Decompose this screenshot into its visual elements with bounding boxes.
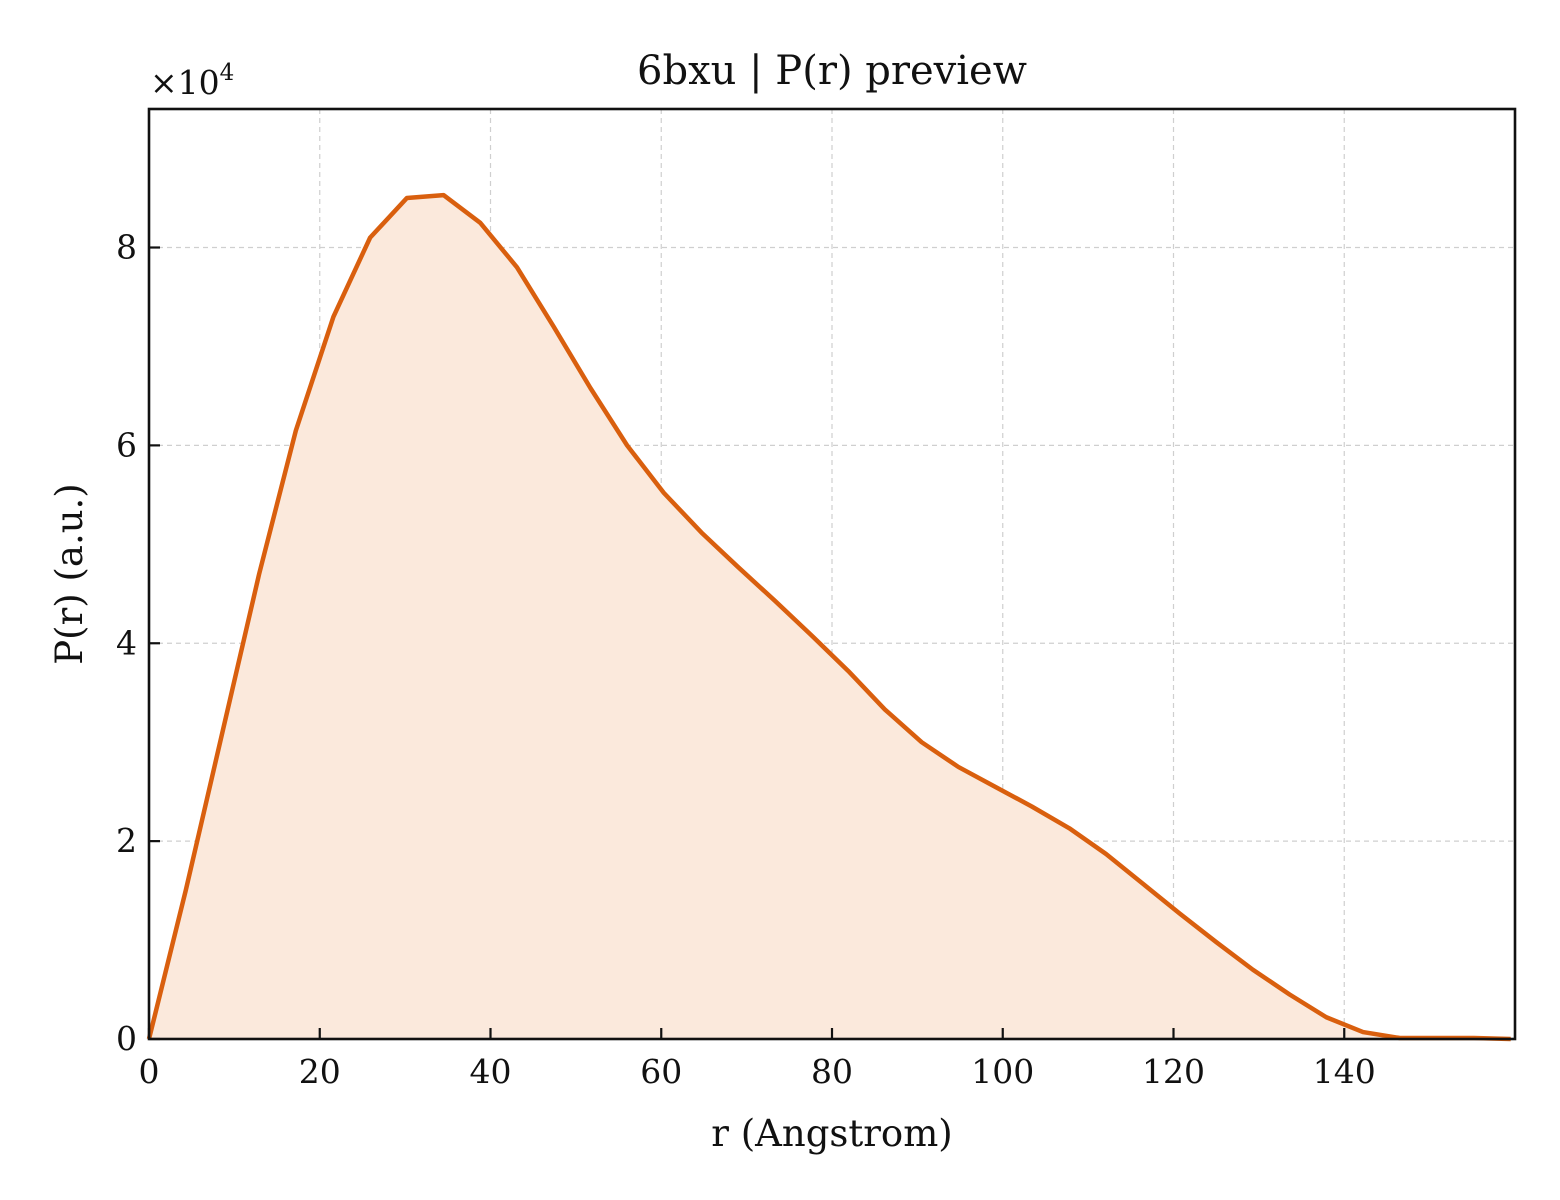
x-tick-label: 80	[811, 1052, 853, 1091]
x-axis-label: r (Angstrom)	[711, 1112, 952, 1155]
chart-title: 6bxu | P(r) preview	[637, 48, 1027, 94]
y-axis-label: P(r) (a.u.)	[48, 483, 91, 665]
y-tick-label: 6	[116, 425, 137, 464]
series-line	[146, 192, 1511, 1042]
plot-frame	[147, 107, 1517, 1041]
x-tick-labels: 0 20 40 60 80 100 120 140	[139, 1052, 1376, 1091]
x-tick-label: 20	[299, 1052, 341, 1091]
x-tick-label: 0	[139, 1052, 160, 1091]
x-tick-label: 60	[640, 1052, 682, 1091]
y-tick-label: 4	[116, 623, 137, 662]
x-tick-label: 40	[470, 1052, 512, 1091]
y-tick-label: 8	[116, 228, 137, 267]
y-tick-labels: 0 2 4 6 8	[116, 228, 137, 1058]
x-tick-label: 140	[1313, 1052, 1376, 1091]
y-multiplier-label: ×104	[150, 60, 234, 102]
y-tick-label: 2	[116, 821, 137, 860]
x-tick-label: 120	[1142, 1052, 1205, 1091]
x-tick-label: 100	[971, 1052, 1034, 1091]
area-fill	[149, 195, 1511, 1039]
y-tick-label: 0	[116, 1019, 137, 1058]
